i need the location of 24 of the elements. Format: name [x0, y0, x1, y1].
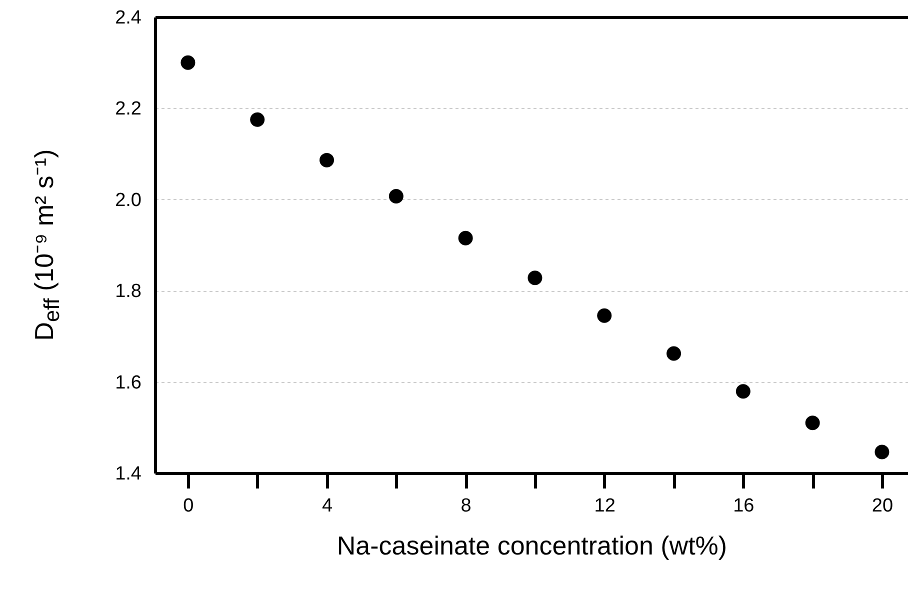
point	[597, 308, 612, 323]
point	[388, 188, 404, 204]
point	[874, 444, 890, 460]
point	[320, 152, 334, 168]
y-tick-label: 2.2	[115, 98, 142, 120]
point	[458, 230, 473, 246]
point	[528, 270, 542, 286]
point	[805, 416, 820, 430]
x-axis-title: Na-caseinate concentration (wt%)	[336, 530, 728, 560]
y-tick-label: 2.4	[115, 8, 142, 28]
point	[736, 384, 750, 399]
x-tick-label: 20	[872, 496, 894, 516]
x-tick-label: 4	[322, 496, 333, 516]
x-tick-label: 16	[733, 496, 754, 516]
point	[180, 55, 196, 70]
x-tick-label: 8	[460, 496, 472, 516]
point	[250, 112, 265, 127]
x-tick-label: 12	[594, 496, 616, 516]
point	[666, 346, 682, 361]
y-tick-label: 1.4	[115, 464, 142, 484]
y-tick-label: 1.8	[115, 281, 142, 302]
y-tick-label: 1.6	[115, 372, 142, 394]
x-tick-label: 0	[183, 496, 194, 516]
y-tick-label: 2.0	[115, 190, 142, 211]
